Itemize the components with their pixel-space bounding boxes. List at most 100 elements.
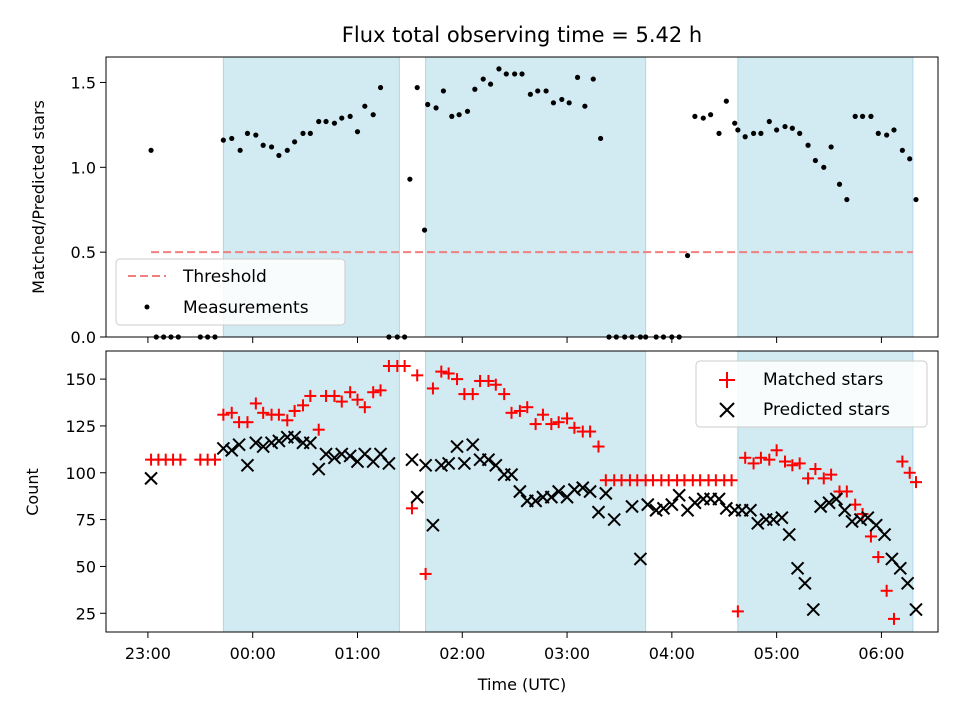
matched-star-point: [288, 404, 301, 417]
predicted-star-point: [249, 436, 263, 450]
predicted-star-point: [806, 602, 821, 617]
measurement-point: [370, 112, 376, 118]
predicted-star-point: [327, 451, 342, 465]
measurements-legend-label: Measurements: [183, 298, 309, 318]
x-tick-label: 06:00: [858, 644, 904, 663]
matched-star-point: [731, 605, 744, 618]
predicted-star-point: [567, 482, 582, 497]
predicted-star-point: [782, 527, 796, 542]
top-shaded-intervals: [222, 56, 914, 338]
measurement-point: [339, 115, 345, 121]
measurement-point: [292, 139, 298, 145]
measurement-point: [812, 157, 819, 164]
matched-star-point: [536, 408, 549, 421]
predicted-star-point: [775, 511, 789, 525]
measurement-point: [716, 130, 722, 136]
x-tick-label: 23:00: [125, 644, 171, 663]
top-y-tick-label: 1.0: [71, 158, 96, 177]
top-y-tick-label: 1.5: [71, 73, 96, 92]
predicted-star-point: [576, 481, 590, 495]
measurement-point: [836, 181, 843, 187]
matched-star-point: [887, 612, 900, 625]
matched-legend-label: Matched stars: [763, 370, 883, 390]
matched-star-point: [786, 459, 799, 472]
matched-star-point: [498, 388, 511, 401]
predicted-star-point: [312, 462, 326, 476]
predicted-star-point: [766, 512, 781, 527]
matched-star-point: [529, 418, 542, 431]
predicted-star-point: [829, 492, 844, 506]
measurement-point: [440, 88, 447, 94]
measurement-point: [421, 227, 428, 233]
top-y-ticks: 0.0 0.5 1.0 1.5: [71, 73, 106, 347]
top-panel: 0.0 0.5 1.0 1.5 Matched/Predicted stars Thr…: [29, 56, 939, 347]
predicted-star-point: [441, 456, 456, 471]
measurement-point: [852, 113, 858, 119]
measurement-point: [782, 123, 788, 130]
matched-star-point: [466, 388, 479, 401]
measurement-point: [487, 81, 494, 87]
measurement-point: [559, 96, 565, 103]
matched-star-point: [398, 359, 411, 372]
x-tick-label: 00:00: [230, 644, 276, 663]
matched-star-point: [344, 386, 357, 399]
predicted-star-point: [625, 499, 639, 514]
x-tick-label: 02:00: [439, 644, 485, 663]
predicted-star-point: [450, 439, 464, 454]
matched-star-point: [435, 365, 448, 378]
threshold-legend-label: Threshold: [182, 267, 267, 287]
matched-star-point: [419, 567, 432, 580]
predicted-star-point: [591, 505, 606, 519]
matched-star-point: [225, 406, 238, 419]
predicted-legend-label: Predicted stars: [763, 400, 890, 420]
measurement-point: [527, 91, 533, 97]
bottom-y-tick-label: 100: [65, 464, 96, 483]
measurement-point: [237, 147, 243, 153]
predicted-star-point: [272, 434, 286, 448]
x-axis-label: Time (UTC): [477, 675, 566, 694]
shaded-interval-2: [425, 56, 647, 338]
measurement-point: [844, 196, 850, 203]
measurement-point: [859, 113, 866, 119]
measurement-point: [868, 113, 874, 119]
matched-stars-points: [145, 359, 922, 625]
predicted-star-point: [287, 430, 302, 444]
matched-star-point: [793, 457, 806, 470]
measurement-point: [362, 103, 368, 109]
measurement-point: [789, 125, 795, 131]
bottom-y-tick-label: 125: [65, 417, 96, 436]
bottom-legend: Matched stars Predicted stars: [695, 360, 928, 428]
predicted-star-point: [798, 576, 812, 591]
matched-star-point: [241, 416, 254, 429]
measurement-point: [377, 84, 384, 91]
x-tick-label: 04:00: [649, 644, 695, 663]
measurement-point: [496, 66, 502, 72]
predicted-star-point: [457, 456, 472, 471]
matched-star-point: [374, 384, 387, 397]
measurement-point: [425, 101, 431, 108]
predicted-star-point: [719, 501, 734, 516]
measurement-point: [543, 88, 549, 94]
predicted-star-point: [813, 499, 828, 514]
measurement-point: [307, 130, 313, 136]
matched-star-point: [217, 408, 230, 421]
measurement-point: [566, 100, 572, 106]
measurement-point: [535, 88, 541, 94]
measurement-point: [684, 252, 691, 259]
matched-star-point: [482, 374, 495, 387]
bottom-x-ticks: 23:00 00:00 01:00 02:00 03:00 04:00 05:00 06:00: [125, 632, 904, 663]
predicted-star-point: [838, 503, 852, 517]
predicted-star-point: [144, 471, 158, 486]
top-y-tick-label: 0.5: [71, 243, 96, 262]
matched-star-point: [840, 485, 853, 498]
predicted-star-point: [343, 449, 357, 463]
bottom-panel: 25 50 75 100 125 150 23:00 00:00 01:00 02:00 03:0…: [23, 350, 939, 694]
predicted-star-point: [790, 561, 805, 576]
measurement-point: [597, 135, 604, 142]
measurement-point: [148, 147, 154, 153]
measurement-point: [758, 130, 764, 136]
measurement-point: [229, 135, 235, 142]
predicted-star-point: [303, 436, 318, 450]
measurement-point: [821, 164, 827, 170]
measurement-point: [433, 105, 439, 111]
